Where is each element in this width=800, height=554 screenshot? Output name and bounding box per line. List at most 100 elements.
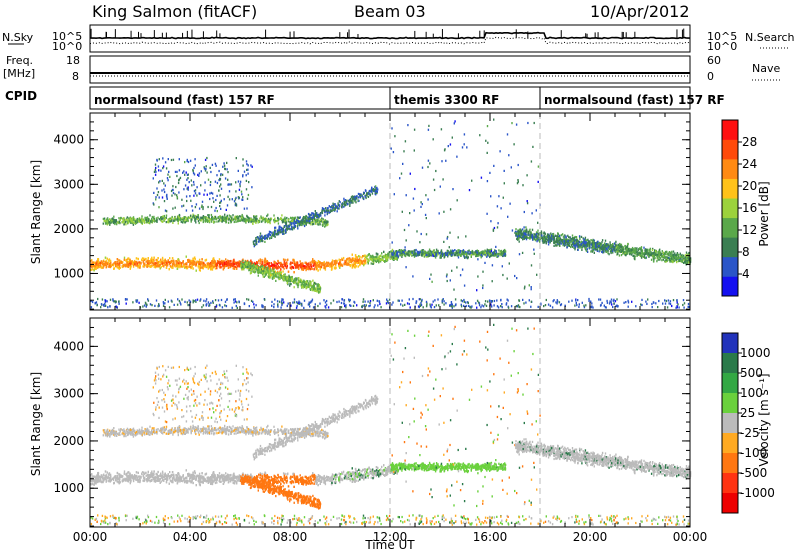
power-cell — [223, 198, 225, 201]
power-cell — [187, 160, 190, 164]
power-cell — [242, 265, 244, 268]
power-cell — [390, 250, 393, 253]
power-cell — [264, 234, 267, 237]
power-cell — [391, 249, 394, 252]
power-cell — [317, 216, 319, 219]
power-cell — [319, 268, 321, 271]
power-cell — [146, 265, 148, 268]
power-cell — [266, 268, 268, 271]
power-cell — [106, 221, 109, 224]
search-tick-bottom: 10^0 — [707, 40, 737, 53]
power-cell — [160, 169, 162, 172]
cpid-segment-label: normalsound (fast) 157 RF — [544, 93, 725, 107]
power-cell — [199, 269, 201, 272]
power-cell — [454, 253, 457, 256]
power-cell — [221, 217, 223, 220]
power-cell — [251, 219, 253, 222]
power-cell — [179, 218, 182, 221]
power-cell — [181, 198, 183, 201]
power-cell — [172, 259, 175, 262]
power-cell — [366, 254, 368, 257]
power-cell — [280, 274, 282, 277]
power-cell — [494, 249, 496, 252]
power-cell — [316, 290, 318, 293]
power-cell — [246, 168, 248, 171]
power-cell — [241, 266, 244, 269]
power-cell — [332, 208, 335, 211]
power-cell — [96, 264, 98, 267]
power-cell — [137, 266, 139, 269]
power-cell — [264, 266, 267, 269]
power-cell — [223, 215, 225, 218]
power-cell — [283, 220, 285, 223]
power-cell — [283, 232, 285, 235]
power-cell — [355, 197, 357, 200]
power-cell — [123, 219, 125, 222]
power-cell — [210, 213, 213, 217]
power-cell — [340, 259, 342, 262]
power-cell — [218, 179, 220, 182]
power-cell — [376, 259, 378, 262]
power-cell — [390, 257, 392, 260]
power-cell — [177, 181, 180, 185]
power-cell — [434, 251, 436, 254]
power-cell — [241, 193, 243, 196]
power-cell — [270, 274, 272, 277]
power-cell — [267, 261, 269, 264]
power-cell — [229, 183, 231, 186]
power-cell — [299, 221, 302, 224]
power-cell — [255, 239, 257, 242]
power-cell — [258, 219, 260, 222]
power-cell — [372, 259, 375, 262]
power-cell — [353, 262, 355, 265]
power-cell — [287, 219, 289, 222]
power-cell — [375, 257, 377, 260]
power-cell — [137, 219, 140, 222]
power-cell — [378, 255, 381, 258]
power-cell — [201, 216, 203, 219]
power-cell — [161, 218, 163, 221]
power-cell — [377, 253, 379, 256]
power-cell — [246, 163, 248, 166]
power-cell — [317, 269, 319, 272]
power-cell — [243, 170, 246, 173]
power-cell — [358, 199, 360, 202]
power-cell — [277, 272, 279, 275]
power-cell — [97, 260, 99, 263]
power-cell — [309, 280, 311, 283]
power-cell — [181, 221, 184, 224]
freq-label: Freq. — [6, 54, 34, 67]
power-cell — [108, 221, 110, 224]
power-cell — [271, 269, 274, 272]
power-cell — [158, 206, 160, 209]
power-cell — [129, 261, 132, 264]
power-cell — [341, 203, 343, 206]
power-cell — [315, 222, 317, 225]
power-cell — [197, 214, 199, 217]
power-cell — [338, 207, 340, 210]
power-cell — [289, 228, 291, 231]
power-cell — [297, 286, 299, 289]
power-cell — [241, 219, 243, 222]
power-cell — [148, 218, 150, 221]
power-cell — [173, 264, 176, 267]
power-cell — [320, 220, 322, 223]
power-cell — [187, 219, 189, 223]
power-cell — [252, 242, 255, 245]
power-cell — [292, 266, 294, 269]
power-cell — [256, 261, 259, 264]
power-cell — [150, 258, 152, 261]
power-cell — [106, 264, 108, 268]
power-cell — [290, 222, 293, 225]
power-cell — [249, 272, 252, 275]
power-cell — [355, 258, 357, 261]
power-cell — [293, 218, 295, 221]
power-cell — [479, 252, 481, 255]
power-cell — [156, 193, 159, 197]
power-cell — [193, 190, 196, 193]
power-cell — [451, 250, 453, 253]
power-cell — [272, 272, 274, 275]
power-cell — [171, 257, 174, 260]
power-cell — [313, 216, 315, 219]
power-cell — [327, 207, 329, 210]
